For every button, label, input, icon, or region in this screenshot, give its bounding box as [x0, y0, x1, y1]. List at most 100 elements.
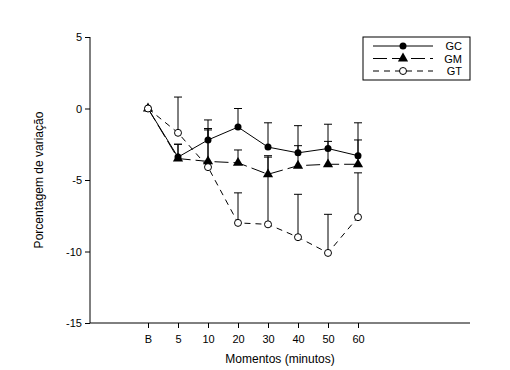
legend-box — [363, 37, 470, 80]
y-tick: -10 — [66, 246, 90, 258]
y-tick: 0 — [76, 103, 90, 115]
point — [235, 219, 242, 226]
error-bar-cap — [354, 122, 362, 123]
x-tick: 5 — [175, 323, 181, 345]
error-bar-cap — [204, 128, 212, 129]
point — [325, 249, 332, 256]
x-axis-title: Momentos (minutos) — [225, 352, 334, 366]
error-bar-stem — [328, 214, 329, 253]
y-tick-label: 0 — [76, 103, 82, 115]
chart: -15-10-505B5102030405060Momentos (minuto… — [0, 0, 510, 370]
x-tick: 30 — [262, 323, 274, 345]
legend-marker — [400, 43, 407, 50]
point — [293, 160, 303, 169]
point — [265, 144, 272, 151]
error-bar-cap — [204, 119, 212, 120]
error-bar-stem — [238, 193, 239, 223]
error-bar-cap — [234, 108, 242, 109]
error-bar-cap — [264, 155, 272, 156]
legend-marker — [400, 68, 407, 75]
error-bar-stem — [268, 156, 269, 225]
series — [145, 97, 363, 256]
x-tick-label: 40 — [292, 333, 304, 345]
error-bar-cap — [324, 124, 332, 125]
x-tick-mark — [208, 323, 209, 328]
x-tick: B — [145, 323, 152, 345]
legend-entry: GT — [373, 65, 462, 77]
error-bar — [174, 97, 182, 133]
y-axis: -15-10-505 — [66, 31, 90, 329]
point — [205, 164, 212, 171]
error-bar-stem — [178, 97, 179, 133]
x-tick-mark — [178, 323, 179, 328]
y-tick-label: -10 — [66, 246, 82, 258]
legend-entry: GM — [373, 53, 462, 65]
y-tick-mark — [85, 252, 90, 253]
point — [355, 214, 362, 221]
x-tick: 10 — [202, 323, 214, 345]
series-line — [148, 109, 358, 253]
point — [323, 158, 333, 167]
x-tick-mark — [268, 323, 269, 328]
y-axis-title: Porcentagem de variação — [32, 111, 46, 248]
legend-label: GC — [446, 40, 463, 52]
error-bar-cap — [264, 122, 272, 123]
error-bar-cap — [294, 145, 302, 146]
series — [143, 103, 363, 178]
x-tick: 50 — [322, 323, 334, 345]
x-tick-label: 10 — [202, 333, 214, 345]
error-bar — [294, 194, 302, 237]
legend-marker — [398, 53, 408, 62]
error-bar-cap — [294, 125, 302, 126]
error-bar-cap — [174, 144, 182, 145]
error-bar-cap — [354, 172, 362, 173]
y-tick-mark — [85, 109, 90, 110]
y-tick: -5 — [72, 174, 90, 186]
x-tick-mark — [148, 323, 149, 328]
y-tick: 5 — [76, 31, 90, 43]
error-bar-cap — [174, 97, 182, 98]
y-tick-mark — [85, 180, 90, 181]
y-tick-mark — [85, 37, 90, 38]
x-tick-mark — [238, 323, 239, 328]
series — [145, 105, 363, 161]
x-tick-label: 5 — [175, 333, 181, 345]
x-tick-label: 50 — [322, 333, 334, 345]
x-tick: 20 — [232, 323, 244, 345]
point — [295, 234, 302, 241]
error-bar-cap — [174, 144, 182, 145]
legend: GCGMGT — [363, 37, 470, 80]
legend-entry: GC — [373, 40, 462, 52]
x-tick-mark — [358, 323, 359, 328]
error-bar — [264, 156, 272, 225]
error-bar-cap — [324, 141, 332, 142]
x-tick-mark — [298, 323, 299, 328]
y-tick-label: 5 — [76, 31, 82, 43]
plot-area — [143, 97, 363, 256]
x-axis: B 5 10 20 30 40 50 60 — [90, 323, 470, 345]
x-axis-line — [90, 323, 470, 324]
x-tick: 60 — [352, 323, 364, 345]
error-bar-cap — [354, 139, 362, 140]
y-tick-mark — [85, 323, 90, 324]
error-bar — [204, 129, 212, 168]
x-tick-mark — [328, 323, 329, 328]
series-line — [148, 109, 358, 175]
error-bar-cap — [294, 194, 302, 195]
error-bar-cap — [234, 192, 242, 193]
error-bar-cap — [324, 214, 332, 215]
point — [175, 129, 182, 136]
point — [235, 124, 242, 131]
x-tick-label: B — [145, 333, 152, 345]
point — [353, 158, 363, 167]
error-bar — [354, 173, 362, 217]
point — [265, 221, 272, 228]
error-bar — [234, 193, 242, 223]
error-bar — [324, 214, 332, 253]
error-bar-stem — [298, 194, 299, 237]
x-tick-label: 20 — [232, 333, 244, 345]
point — [145, 105, 152, 112]
error-bar-cap — [234, 149, 242, 150]
legend-label: GM — [444, 53, 462, 65]
error-bar-stem — [268, 123, 269, 147]
